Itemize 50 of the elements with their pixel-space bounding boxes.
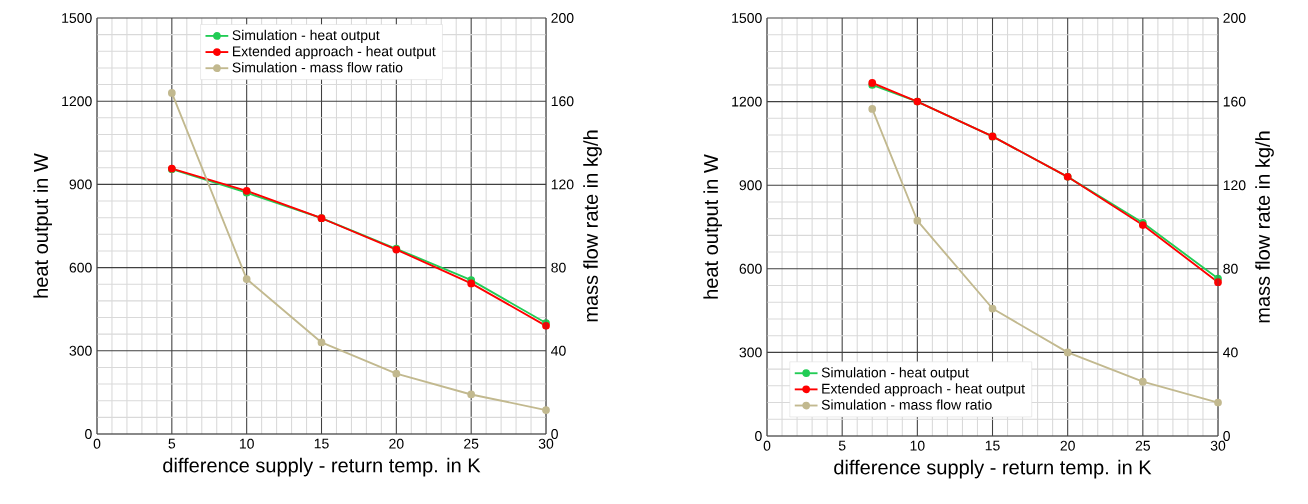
legend-label: Extended approach - heat output [822, 383, 1025, 397]
x-tick-label: 10 [239, 438, 254, 449]
y-tick-label: 300 [69, 345, 92, 356]
y2-tick-label: 120 [551, 179, 574, 190]
y-tick-label: 1200 [732, 96, 762, 107]
y-tick-label: 1500 [732, 13, 762, 23]
x-tick-label: 20 [389, 438, 404, 449]
x-tick-label: 30 [538, 438, 554, 449]
x-tick-label: 5 [168, 438, 176, 449]
y2-tick-label: 0 [551, 429, 558, 439]
y-tick-label: 900 [69, 179, 92, 190]
legend-label: Simulation - heat output [232, 29, 380, 43]
y2-tick-label: 80 [551, 262, 566, 273]
y-tick-label: 1500 [62, 13, 92, 23]
x-tick-label: 0 [763, 440, 771, 451]
y-tick-label: 600 [69, 262, 92, 273]
y2-tick-label: 40 [1223, 347, 1238, 358]
x-tick-label: 30 [1210, 440, 1226, 451]
legend-label: Extended approach - heat output [233, 45, 436, 60]
y-axis-title: heat output in W [33, 153, 52, 298]
y2-tick-label: 160 [1223, 96, 1246, 107]
x-tick-label: 15 [985, 440, 1000, 451]
y2-tick-label: 200 [1223, 13, 1246, 23]
y-tick-label: 900 [739, 180, 762, 191]
x-tick-label: 25 [1135, 440, 1151, 451]
x-axis-title: difference supply - return temp. in K [163, 457, 481, 477]
y-tick-label: 600 [739, 263, 762, 274]
y-tick-label: 0 [85, 429, 92, 439]
y2-tick-label: 160 [551, 96, 574, 107]
y-tick-label: 0 [755, 431, 762, 441]
x-tick-label: 0 [93, 438, 101, 449]
legend-label: Simulation - mass flow ratio [821, 399, 992, 410]
y2-tick-label: 120 [1223, 180, 1246, 191]
x-tick-label: 15 [314, 438, 329, 449]
y2-tick-label: 200 [551, 13, 574, 23]
legend-label: Simulation - mass flow ratio [232, 62, 403, 73]
x-axis-title: difference supply - return temp. in K [834, 459, 1152, 479]
legend-label: Simulation - heat output [821, 367, 969, 381]
x-tick-label: 20 [1060, 440, 1075, 451]
x-tick-label: 10 [910, 440, 925, 451]
x-tick-label: 5 [838, 440, 846, 451]
y-axis-title: heat output in W [703, 154, 722, 299]
y2-tick-label: 40 [551, 345, 566, 356]
y-tick-label: 300 [739, 347, 762, 358]
x-tick-label: 25 [464, 438, 479, 449]
y2-axis-title: mass flow rate in kg/h [1255, 131, 1274, 323]
y2-axis-title: mass flow rate in kg/h [583, 130, 602, 322]
y2-tick-label: 0 [1223, 431, 1230, 441]
y-tick-label: 1200 [62, 96, 92, 107]
y2-tick-label: 80 [1223, 263, 1238, 274]
